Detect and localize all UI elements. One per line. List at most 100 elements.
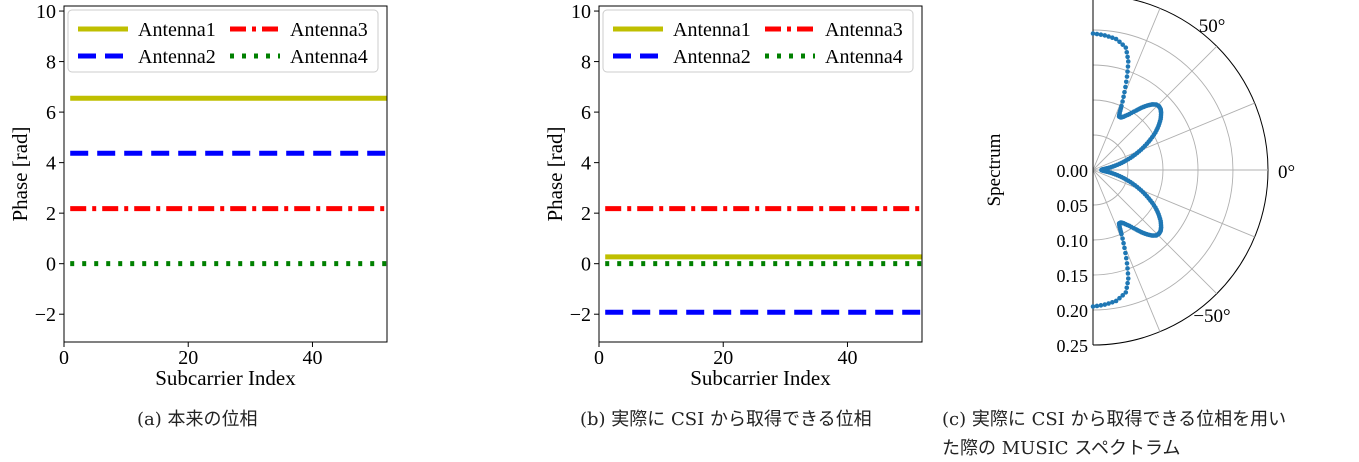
chart1-x-axis-label: Subcarrier Index xyxy=(690,366,831,390)
chart2-r-tick-label: 0.00 xyxy=(1057,161,1089,181)
chart2-data-point xyxy=(1119,231,1124,237)
chart1-legend-box xyxy=(602,9,914,73)
chart0-legend-label-4: Antenna4 xyxy=(290,46,368,68)
chart2-data-point xyxy=(1124,74,1130,79)
chart2-data-point xyxy=(1094,303,1100,309)
chart1-y-tick-label: 6 xyxy=(581,102,591,124)
chart2-data-point xyxy=(1122,245,1127,251)
chart2-data-point xyxy=(1113,36,1119,42)
chart0-y-tick-label: 8 xyxy=(46,52,56,74)
chart2-data-point xyxy=(1094,31,1100,37)
chart1-y-tick-label: 8 xyxy=(581,52,591,74)
chart1-y-tick-label: 4 xyxy=(581,153,591,175)
chart2-r-tick-label: 0.25 xyxy=(1057,336,1089,356)
chart2-theta-grid-line xyxy=(1092,102,1255,171)
chart2-data-point xyxy=(1110,35,1115,41)
caption-a: (a) 本来の位相 xyxy=(137,409,258,430)
chart2-data-point xyxy=(1123,45,1129,50)
chart0-y-tick-label: −2 xyxy=(35,304,56,326)
caption-b: (b) 実際に CSI から取得できる位相 xyxy=(580,409,872,430)
chart0-y-tick-label: 2 xyxy=(46,203,56,225)
chart1-y-tick-label: 0 xyxy=(581,254,591,276)
chart2-data-point xyxy=(1125,271,1131,276)
chart2-data-point xyxy=(1125,276,1131,281)
chart0-legend-label-1: Antenna1 xyxy=(138,19,216,41)
chart2-data-point xyxy=(1125,54,1130,60)
chart2-data-point xyxy=(1125,59,1131,64)
chart0-x-axis-label: Subcarrier Index xyxy=(155,366,296,390)
chart2-data-point xyxy=(1124,285,1130,291)
chart2-r-tick-label: 0.15 xyxy=(1057,266,1089,286)
chart0-legend-box xyxy=(67,9,379,73)
chart0-legend-label-2: Antenna2 xyxy=(138,46,216,68)
chart2-theta-grid-line xyxy=(1092,45,1218,171)
caption-c-line2: た際の MUSIC スペクトラム xyxy=(942,438,1181,459)
chart0-y-tick-label: 0 xyxy=(46,254,56,276)
chart2-theta-grid-line xyxy=(1092,169,1218,295)
chart2-r-tick-label: 0.10 xyxy=(1057,231,1089,251)
chart0-plot-frame xyxy=(63,5,388,343)
chart1-y-tick-label: 10 xyxy=(571,1,591,23)
chart1-legend-label-2: Antenna2 xyxy=(673,46,751,68)
chart2-data-point xyxy=(1121,94,1126,100)
chart2-data-point xyxy=(1120,99,1125,104)
chart2-r-grid-arc xyxy=(1092,0,1269,346)
chart1-x-tick-label: 20 xyxy=(713,347,733,369)
chart2-theta-grid-line xyxy=(1092,8,1161,171)
chart1-x-tick-label: 0 xyxy=(594,347,604,369)
caption-c-line1: (c) 実際に CSI から取得できる位相を用い xyxy=(942,409,1287,430)
chart2-r-tick-label: 0.05 xyxy=(1057,196,1089,216)
chart2-data-point xyxy=(1123,255,1129,261)
chart2-data-point xyxy=(1106,34,1111,39)
chart2-data-point xyxy=(1123,79,1129,85)
chart0-x-tick-label: 0 xyxy=(59,347,69,369)
chart2-theta-grid-line xyxy=(1092,169,1255,238)
chart2-data-point xyxy=(1102,302,1108,307)
chart2-data-point xyxy=(1090,304,1096,309)
chart2-data-point xyxy=(1124,261,1130,266)
chart1-y-tick-label: 2 xyxy=(581,203,591,225)
chart2-data-point xyxy=(1125,266,1130,271)
chart2-data-point xyxy=(1102,33,1108,38)
chart2-data-point xyxy=(1120,236,1125,241)
chart2-data-point xyxy=(1110,299,1115,305)
chart0-y-tick-label: 6 xyxy=(46,102,56,124)
chart0-y-tick-label: 4 xyxy=(46,153,56,175)
chart2-data-point xyxy=(1123,84,1128,90)
chart1-legend-label-3: Antenna3 xyxy=(825,19,903,41)
chart2-r-tick-label: 0.20 xyxy=(1057,301,1089,321)
chart2-data-point xyxy=(1124,49,1130,55)
chart1-y-axis-label: Phase [rad] xyxy=(543,126,567,221)
chart2-data-point xyxy=(1113,298,1119,304)
chart2-data-point xyxy=(1125,64,1131,69)
chart1-legend-label-4: Antenna4 xyxy=(825,46,903,68)
chart0-y-tick-label: 10 xyxy=(36,1,56,23)
chart1-y-tick-label: −2 xyxy=(570,304,591,326)
chart2-data-point xyxy=(1098,303,1104,308)
chart2-data-point xyxy=(1123,290,1129,295)
chart2-data-point xyxy=(1106,301,1111,306)
chart2-data-point xyxy=(1122,89,1127,95)
chart2-data-point xyxy=(1117,295,1122,301)
chart2-theta-grid-line xyxy=(1092,169,1161,332)
chart1-legend-label-1: Antenna1 xyxy=(673,19,751,41)
chart0-y-axis-label: Phase [rad] xyxy=(8,126,32,221)
chart2-data-point xyxy=(1098,32,1104,37)
chart0-x-tick-label: 40 xyxy=(302,347,322,369)
chart0-x-tick-label: 20 xyxy=(178,347,198,369)
chart2-data-point xyxy=(1125,280,1130,286)
chart2-data-point xyxy=(1090,31,1096,36)
chart2-data-point xyxy=(1120,42,1126,47)
chart2-data-point xyxy=(1123,250,1128,256)
chart2-data-point xyxy=(1125,69,1130,74)
chart2-theta-tick-label: −50° xyxy=(1193,306,1230,327)
chart2-data-point xyxy=(1117,39,1122,45)
chart2-data-point xyxy=(1120,293,1126,298)
chart2-y-axis-label: Spectrum xyxy=(984,133,1005,206)
chart1-plot-frame xyxy=(598,5,923,343)
chart2-theta-tick-label: 0° xyxy=(1278,162,1295,183)
chart2-theta-tick-label: 50° xyxy=(1199,16,1226,37)
chart1-x-tick-label: 40 xyxy=(837,347,857,369)
chart2-data-point xyxy=(1121,240,1126,246)
